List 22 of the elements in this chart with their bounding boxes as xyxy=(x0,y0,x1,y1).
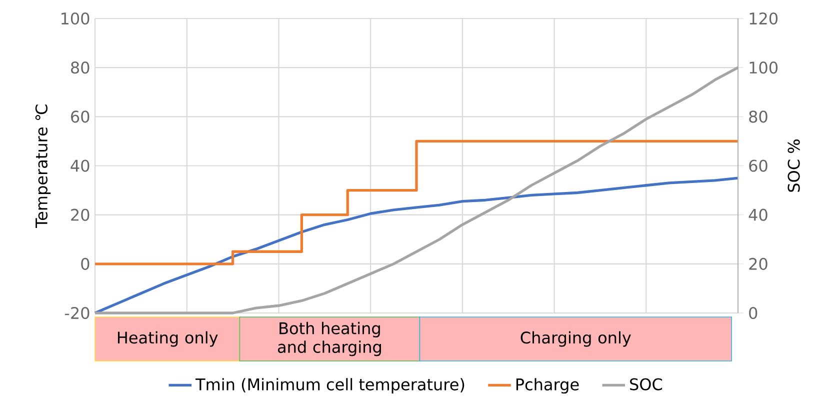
y-tick-label: 40 xyxy=(70,160,90,172)
y-axis-title: Temperature ℃ xyxy=(35,104,51,228)
y2-tick-label: 80 xyxy=(749,110,768,123)
y2-tick-label: 40 xyxy=(748,208,768,221)
text: Both heating and charging xyxy=(278,322,381,356)
y2-tick-label: 20 xyxy=(749,258,768,270)
y-tick-label: 0 xyxy=(81,258,90,270)
y-tick-label: -20 xyxy=(64,306,90,320)
text: Charging only xyxy=(520,331,631,347)
y2-tick-label: 0 xyxy=(749,306,758,320)
y2-tick-label: 100 xyxy=(750,62,778,74)
y2-tick-label: 60 xyxy=(749,160,768,172)
legend-label: Pcharge xyxy=(516,378,579,394)
legend-label: Tmin (Minimum cell temperature) xyxy=(195,378,464,394)
y2-axis-title: SOC % xyxy=(788,140,800,192)
y-tick-label: 60 xyxy=(71,110,90,123)
y-tick-label: 100 xyxy=(62,12,90,25)
text: Heating only xyxy=(118,331,218,347)
y-tick-label: 20 xyxy=(71,208,90,221)
y2-tick-label: 120 xyxy=(750,12,778,25)
legend-label: SOC xyxy=(630,378,662,390)
y-tick-label: 80 xyxy=(71,62,90,74)
